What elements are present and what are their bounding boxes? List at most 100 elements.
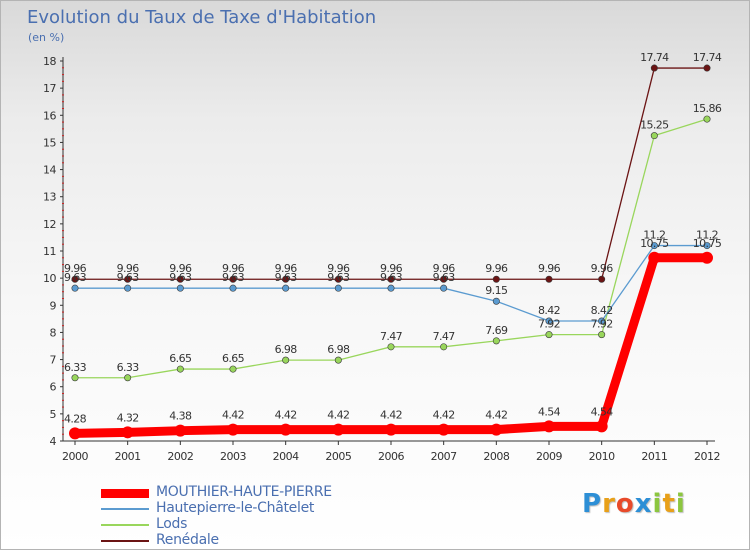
data-label-hautepierre-le-ch-telet: 9.15 [485,284,508,297]
data-label-ren-dale: 9.96 [275,262,298,275]
data-point-hautepierre-le-ch-telet [492,297,500,305]
data-label-hautepierre-le-ch-telet: 9.63 [117,271,140,284]
data-point-ren-dale [71,275,79,283]
data-point-lods [492,337,500,345]
data-point-ren-dale [176,275,184,283]
x-tick-label: 2007 [431,450,457,463]
data-point-mouthier-haute-pierre [437,423,450,436]
data-label-hautepierre-le-ch-telet: 8.42 [591,304,613,317]
y-tick-label: 6 [50,381,57,394]
data-point-hautepierre-le-ch-telet [440,284,448,292]
data-point-ren-dale [229,275,237,283]
data-point-hautepierre-le-ch-telet [598,317,606,325]
y-tick-label: 11 [43,245,56,258]
data-point-lods [387,343,395,351]
data-label-hautepierre-le-ch-telet: 9.63 [380,271,403,284]
data-label-hautepierre-le-ch-telet: 8.42 [538,304,560,317]
data-point-lods [124,374,132,382]
proxiti-logo: Proxiti [582,489,686,519]
legend-label: Lods [156,516,188,532]
data-label-ren-dale: 9.96 [117,262,140,275]
logo-letter: i [652,489,663,519]
data-point-mouthier-haute-pierre [648,251,661,264]
data-label-hautepierre-le-ch-telet: 9.63 [327,271,350,284]
legend-swatch [101,524,149,526]
data-label-ren-dale: 9.96 [485,262,508,275]
data-label-mouthier-haute-pierre: 4.54 [538,405,561,418]
data-point-ren-dale [282,275,290,283]
legend-item: Renédale [101,532,421,549]
data-point-hautepierre-le-ch-telet [650,242,658,250]
data-label-ren-dale: 9.96 [538,262,561,275]
data-point-mouthier-haute-pierre [227,423,239,436]
data-point-ren-dale [124,275,132,283]
data-label-hautepierre-le-ch-telet: 9.63 [433,271,456,284]
x-tick-label: 2003 [220,450,246,463]
data-point-mouthier-haute-pierre [279,423,292,436]
data-point-hautepierre-le-ch-telet [124,284,132,292]
data-label-lods: 15.86 [693,102,722,115]
logo-letter: r [602,489,616,519]
data-label-lods: 6.65 [169,352,192,365]
data-label-mouthier-haute-pierre: 4.28 [64,412,87,425]
data-label-mouthier-haute-pierre: 4.42 [380,409,402,422]
y-tick-label: 8 [50,326,57,339]
chart-subtitle: (en %) [28,31,65,44]
data-label-mouthier-haute-pierre: 10.75 [693,237,722,250]
data-point-ren-dale [598,275,606,283]
data-point-lods [598,331,606,339]
data-point-lods [545,331,553,339]
data-label-ren-dale: 17.74 [640,51,669,64]
data-label-mouthier-haute-pierre: 4.42 [485,409,507,422]
data-point-lods [176,365,184,373]
data-label-ren-dale: 9.96 [222,262,245,275]
data-point-mouthier-haute-pierre [701,251,713,264]
x-tick-label: 2002 [167,450,193,463]
data-point-ren-dale [334,275,342,283]
data-label-mouthier-haute-pierre: 4.42 [433,409,455,422]
data-point-hautepierre-le-ch-telet [176,284,184,292]
data-point-hautepierre-le-ch-telet [71,284,79,292]
data-label-mouthier-haute-pierre: 4.54 [591,405,614,418]
data-point-mouthier-haute-pierre [543,420,555,433]
logo-letter: t [662,489,676,519]
data-point-ren-dale [492,275,500,283]
data-point-hautepierre-le-ch-telet [282,284,290,292]
x-tick-label: 2009 [536,450,562,463]
chart-title: Evolution du Taux de Taxe d'Habitation [27,7,377,28]
data-point-lods [282,356,290,364]
series-line-ren-dale [74,67,708,280]
data-label-mouthier-haute-pierre: 4.38 [169,410,192,423]
y-tick-label: 16 [43,109,56,122]
legend-item: Hautepierre-le-Châtelet [101,500,421,517]
legend-swatch [101,489,149,498]
data-point-lods [650,132,658,140]
data-label-hautepierre-le-ch-telet: 9.63 [222,271,245,284]
logo-letter: i [675,489,686,519]
data-label-lods: 7.92 [538,318,560,331]
legend-item: Lods [101,516,421,533]
data-label-mouthier-haute-pierre: 10.75 [640,237,669,250]
data-point-lods [703,115,711,123]
data-label-ren-dale: 9.96 [169,262,192,275]
data-point-mouthier-haute-pierre [385,423,397,436]
y-tick-label: 13 [43,191,56,204]
data-point-mouthier-haute-pierre [332,423,345,436]
x-tick-label: 2006 [378,450,404,463]
data-label-ren-dale: 17.74 [693,51,722,64]
data-point-hautepierre-le-ch-telet [334,284,342,292]
data-label-hautepierre-le-ch-telet: 9.63 [275,271,298,284]
data-point-mouthier-haute-pierre [174,424,187,437]
data-label-lods: 7.47 [433,330,456,343]
data-point-mouthier-haute-pierre [69,427,81,440]
data-point-ren-dale [703,64,711,72]
data-label-ren-dale: 9.96 [327,262,350,275]
data-label-mouthier-haute-pierre: 4.42 [222,409,244,422]
x-tick-label: 2011 [641,450,667,463]
y-tick-label: 14 [43,164,56,177]
chart-axes: 4 5 6 7 8 9 10 11 12 13 14 15 16 17 18 2000 2001 2002 2003… [43,55,721,463]
y-tick-label: 17 [43,82,56,95]
data-label-lods: 6.65 [222,352,245,365]
data-point-ren-dale [545,275,553,283]
